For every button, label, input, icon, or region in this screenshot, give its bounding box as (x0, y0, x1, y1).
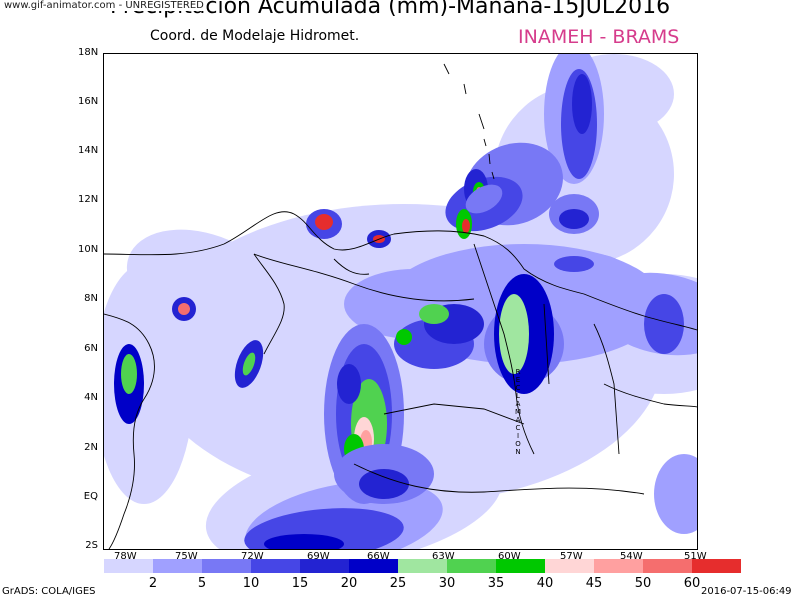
coastline (473, 243, 535, 455)
legend-swatch (104, 559, 153, 573)
precipitation-fields (104, 54, 697, 549)
lon-label: 72W (241, 551, 264, 562)
watermark-text: www.gif-animator.com - UNREGISTERED (2, 0, 206, 11)
coastline (543, 303, 620, 455)
lat-label: 2S (85, 540, 98, 551)
coastline (104, 211, 697, 331)
legend-value: 5 (197, 576, 207, 591)
map-subtitle: Coord. de Modelaje Hidromet. (150, 28, 360, 44)
legend-swatch (300, 559, 349, 573)
precip-cell (121, 354, 137, 394)
lat-label: EQ (83, 491, 98, 502)
lon-label: 51W (684, 551, 707, 562)
lat-label: 14N (78, 145, 99, 156)
legend-swatch (594, 559, 643, 573)
lat-label: 6N (84, 343, 98, 354)
legend-value: 15 (291, 576, 309, 591)
legend-swatch (349, 559, 398, 573)
lon-label: 60W (498, 551, 521, 562)
legend-swatch (496, 559, 545, 573)
legend-swatch (251, 559, 300, 573)
legend-value: 60 (683, 576, 701, 591)
precip-cell (315, 214, 333, 230)
lat-label: 4N (84, 392, 98, 403)
lat-label: 16N (78, 96, 99, 107)
coastline (603, 383, 697, 408)
lon-label: 78W (114, 551, 137, 562)
precip-cell (462, 219, 470, 233)
coastline (104, 313, 155, 549)
legend-swatch (202, 559, 251, 573)
lon-label: 63W (432, 551, 455, 562)
precip-cell (242, 352, 256, 376)
precip-cell (359, 469, 409, 499)
legend-value: 45 (585, 576, 603, 591)
lat-label: 2N (84, 442, 98, 453)
precip-cell (337, 364, 361, 404)
legend-value: 30 (438, 576, 456, 591)
legend-swatch (447, 559, 496, 573)
coastline (253, 253, 475, 302)
precip-cell (644, 294, 684, 354)
legend-value: 25 (389, 576, 407, 591)
legend-swatch (153, 559, 202, 573)
legend-swatch (545, 559, 594, 573)
map-panel (103, 53, 698, 550)
precip-cell (572, 74, 592, 134)
precipitation-map (104, 54, 697, 549)
coastlines (104, 63, 697, 549)
lon-label: 66W (367, 551, 390, 562)
coastline (253, 253, 370, 355)
precip-cell (654, 454, 697, 534)
legend-value: 20 (340, 576, 358, 591)
brand-label: INAMEH - BRAMS (518, 26, 680, 48)
lon-label: 54W (620, 551, 643, 562)
lat-label: 10N (78, 244, 99, 255)
precip-cell (499, 294, 529, 374)
precip-cell (419, 304, 449, 324)
footer-credit: GrADS: COLA/IGES (2, 586, 96, 597)
coastline (443, 63, 495, 180)
precip-cell (559, 209, 589, 229)
legend-value: 2 (148, 576, 158, 591)
legend-value: 40 (536, 576, 554, 591)
legend-swatch (398, 559, 447, 573)
legend-value: 10 (242, 576, 260, 591)
precip-cell (178, 303, 190, 315)
legend-swatch (643, 559, 692, 573)
footer-timestamp: 2016-07-15-06:49 (701, 586, 792, 597)
coastline (353, 403, 645, 495)
lat-label: 18N (78, 47, 99, 58)
color-legend (104, 559, 741, 573)
lat-label: 8N (84, 293, 98, 304)
legend-value: 35 (487, 576, 505, 591)
precip-cell (264, 534, 344, 549)
lat-label: 12N (78, 194, 99, 205)
legend-value: 50 (634, 576, 652, 591)
precip-cell (396, 329, 412, 345)
precip-cell (465, 184, 503, 214)
lon-label: 57W (560, 551, 583, 562)
legend-swatch (692, 559, 741, 573)
map-title: Precipitacion Acumulada (mm)-Manana-15JU… (110, 0, 671, 19)
lon-label: 69W (307, 551, 330, 562)
precip-cell (104, 264, 194, 504)
precip-cell (554, 256, 594, 272)
lon-label: 75W (175, 551, 198, 562)
